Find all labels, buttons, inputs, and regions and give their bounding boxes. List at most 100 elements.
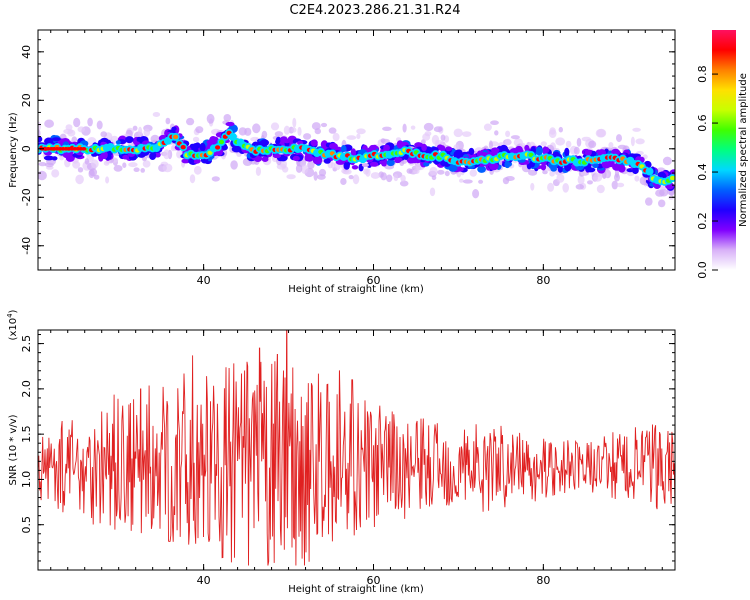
spectrogram-halo-blob [59, 155, 64, 161]
spectrogram-halo-blob [528, 169, 538, 176]
spectrogram-body-blob [51, 137, 61, 142]
colorbar-tick-label: 0.4 [696, 163, 709, 181]
spectrogram-halo-blob [38, 162, 47, 167]
spectrogram-halo-blob [608, 142, 614, 149]
spectrogram-halo-blob [252, 123, 261, 134]
spectrogram-body-blob [351, 165, 359, 170]
spectrogram-halo-blob [51, 169, 60, 178]
spectrogram-body-blob [38, 135, 43, 143]
spectrogram-halo-blob [195, 126, 204, 134]
spectrogram-body-blob [550, 166, 557, 172]
spectrogram-body-blob [154, 152, 161, 158]
spectrogram-body-blob [535, 146, 543, 156]
spectrogram-halo-blob [103, 160, 110, 166]
spectrogram-halo-blob [93, 174, 100, 180]
spectrogram-body-blob [361, 163, 369, 168]
spectrogram-halo-blob [90, 159, 99, 169]
spectrogram-halo-blob [581, 136, 591, 142]
spectrogram-halo-blob [393, 174, 399, 182]
spectrogram-body-blob [618, 164, 625, 171]
spectrogram-halo-blob [462, 179, 473, 184]
spectrogram-halo-blob [96, 120, 103, 130]
spectrogram-halo-blob [593, 173, 603, 182]
spectrogram-body-blob [585, 167, 596, 173]
spectrogram-halo-blob [505, 138, 512, 146]
snr-series-line [38, 330, 675, 566]
spectrogram-halo-blob [143, 128, 151, 137]
x-tick-label: 80 [536, 574, 550, 587]
spectrogram-halo-blob [587, 180, 593, 185]
spectrogram-body-blob [350, 148, 357, 158]
figure-title: C2E4.2023.286.21.31.R24 [289, 3, 460, 18]
spectrogram-halo-blob [44, 162, 54, 168]
spectrogram-halo-blob [540, 141, 547, 147]
y-tick-label: 1.5 [20, 425, 33, 443]
y-tick-label: 1.0 [20, 471, 33, 489]
spectrogram-body-blob [601, 160, 611, 169]
spectrogram-core-blob [218, 139, 225, 145]
spectrogram-halo-blob [488, 140, 493, 150]
spectrogram-halo-blob [38, 121, 42, 131]
x-tick-label: 60 [366, 574, 380, 587]
spectrogram-halo-blob [659, 188, 669, 197]
spectrogram-halo-blob [424, 131, 432, 137]
spectrogram-halo-blob [453, 128, 463, 138]
spectrogram-halo-blob [71, 136, 78, 143]
y-tick-label: 2.0 [20, 380, 33, 398]
spectrogram-halo-blob [431, 175, 437, 181]
spectrogram-body-blob [208, 140, 214, 145]
spectrogram-body-blob [557, 165, 563, 173]
colorbar-tick-label: 0.8 [696, 65, 709, 83]
spectrogram-halo-blob [255, 166, 261, 176]
spectrogram-halo-blob [286, 174, 296, 180]
spectrogram-halo-blob [270, 122, 280, 131]
spectrogram-body-blob [43, 155, 54, 161]
spectrogram-halo-blob [313, 171, 318, 181]
spectrogram-halo-blob [645, 197, 653, 206]
spectrogram-halo-blob [348, 175, 354, 180]
snr-x-label: Height of straight line (km) [288, 584, 424, 595]
spectrogram-body-blob [421, 143, 427, 152]
spectrogram-halo-blob [72, 160, 81, 169]
spectrogram-halo-blob [380, 172, 387, 181]
spectrogram-halo-blob [330, 162, 336, 169]
colorbar-tick-label: 0.2 [696, 212, 709, 230]
spectrogram-halo-blob [440, 134, 446, 141]
spectrogram-body-blob [466, 153, 477, 158]
spectrogram-halo-blob [616, 182, 625, 188]
spectrogram-halo-blob [44, 119, 54, 128]
spectrogram-halo-blob [630, 136, 635, 147]
spectrogram-halo-blob [292, 117, 297, 128]
spectrogram-halo-blob [342, 169, 352, 175]
spectrogram-halo-blob [632, 127, 641, 132]
spectrogram-body-blob [477, 165, 486, 173]
spectrogram-body-blob [304, 156, 310, 162]
spectrogram-halo-blob [128, 162, 138, 168]
spectrogram-body-blob [448, 163, 458, 172]
spectrogram-halo-blob [65, 124, 73, 131]
spectrogram-halo-blob [38, 129, 41, 138]
spectrogram-halo-blob [340, 178, 347, 185]
spectrogram-halo-blob [596, 184, 605, 194]
spectrogram-body-blob [188, 158, 195, 164]
spectrogram-body-blob [51, 156, 58, 161]
spectrogram-halo-blob [77, 167, 84, 173]
spectrogram-core-blob [81, 147, 87, 151]
spectrogram-halo-blob [211, 176, 220, 182]
x-tick-label: 40 [197, 274, 211, 287]
snr-panel: 40 60 80 0.5 1.0 1.5 2.0 2.5 Height of straight… [6, 309, 676, 595]
spectrogram-halo-blob [295, 164, 303, 173]
y-tick-label: 40 [20, 45, 33, 59]
spectrogram-panel: 40 60 80 40 20 0 -20 -40 Height of straight lin… [8, 29, 676, 295]
spectrogram-halo-blob [461, 131, 472, 138]
spectrogram-core-blob [207, 150, 213, 155]
colorbar-gradient [712, 30, 736, 270]
snr-y-label: SNR (10 * v/v) [8, 414, 19, 485]
spectrogram-halo-blob [332, 132, 340, 142]
spectrogram-halo-blob [356, 133, 361, 140]
spectrogram-halo-blob [38, 170, 47, 181]
spectrogram-halo-blob [573, 146, 580, 155]
spectrogram-body-blob [540, 163, 547, 171]
spectrogram-body-blob [340, 145, 347, 154]
